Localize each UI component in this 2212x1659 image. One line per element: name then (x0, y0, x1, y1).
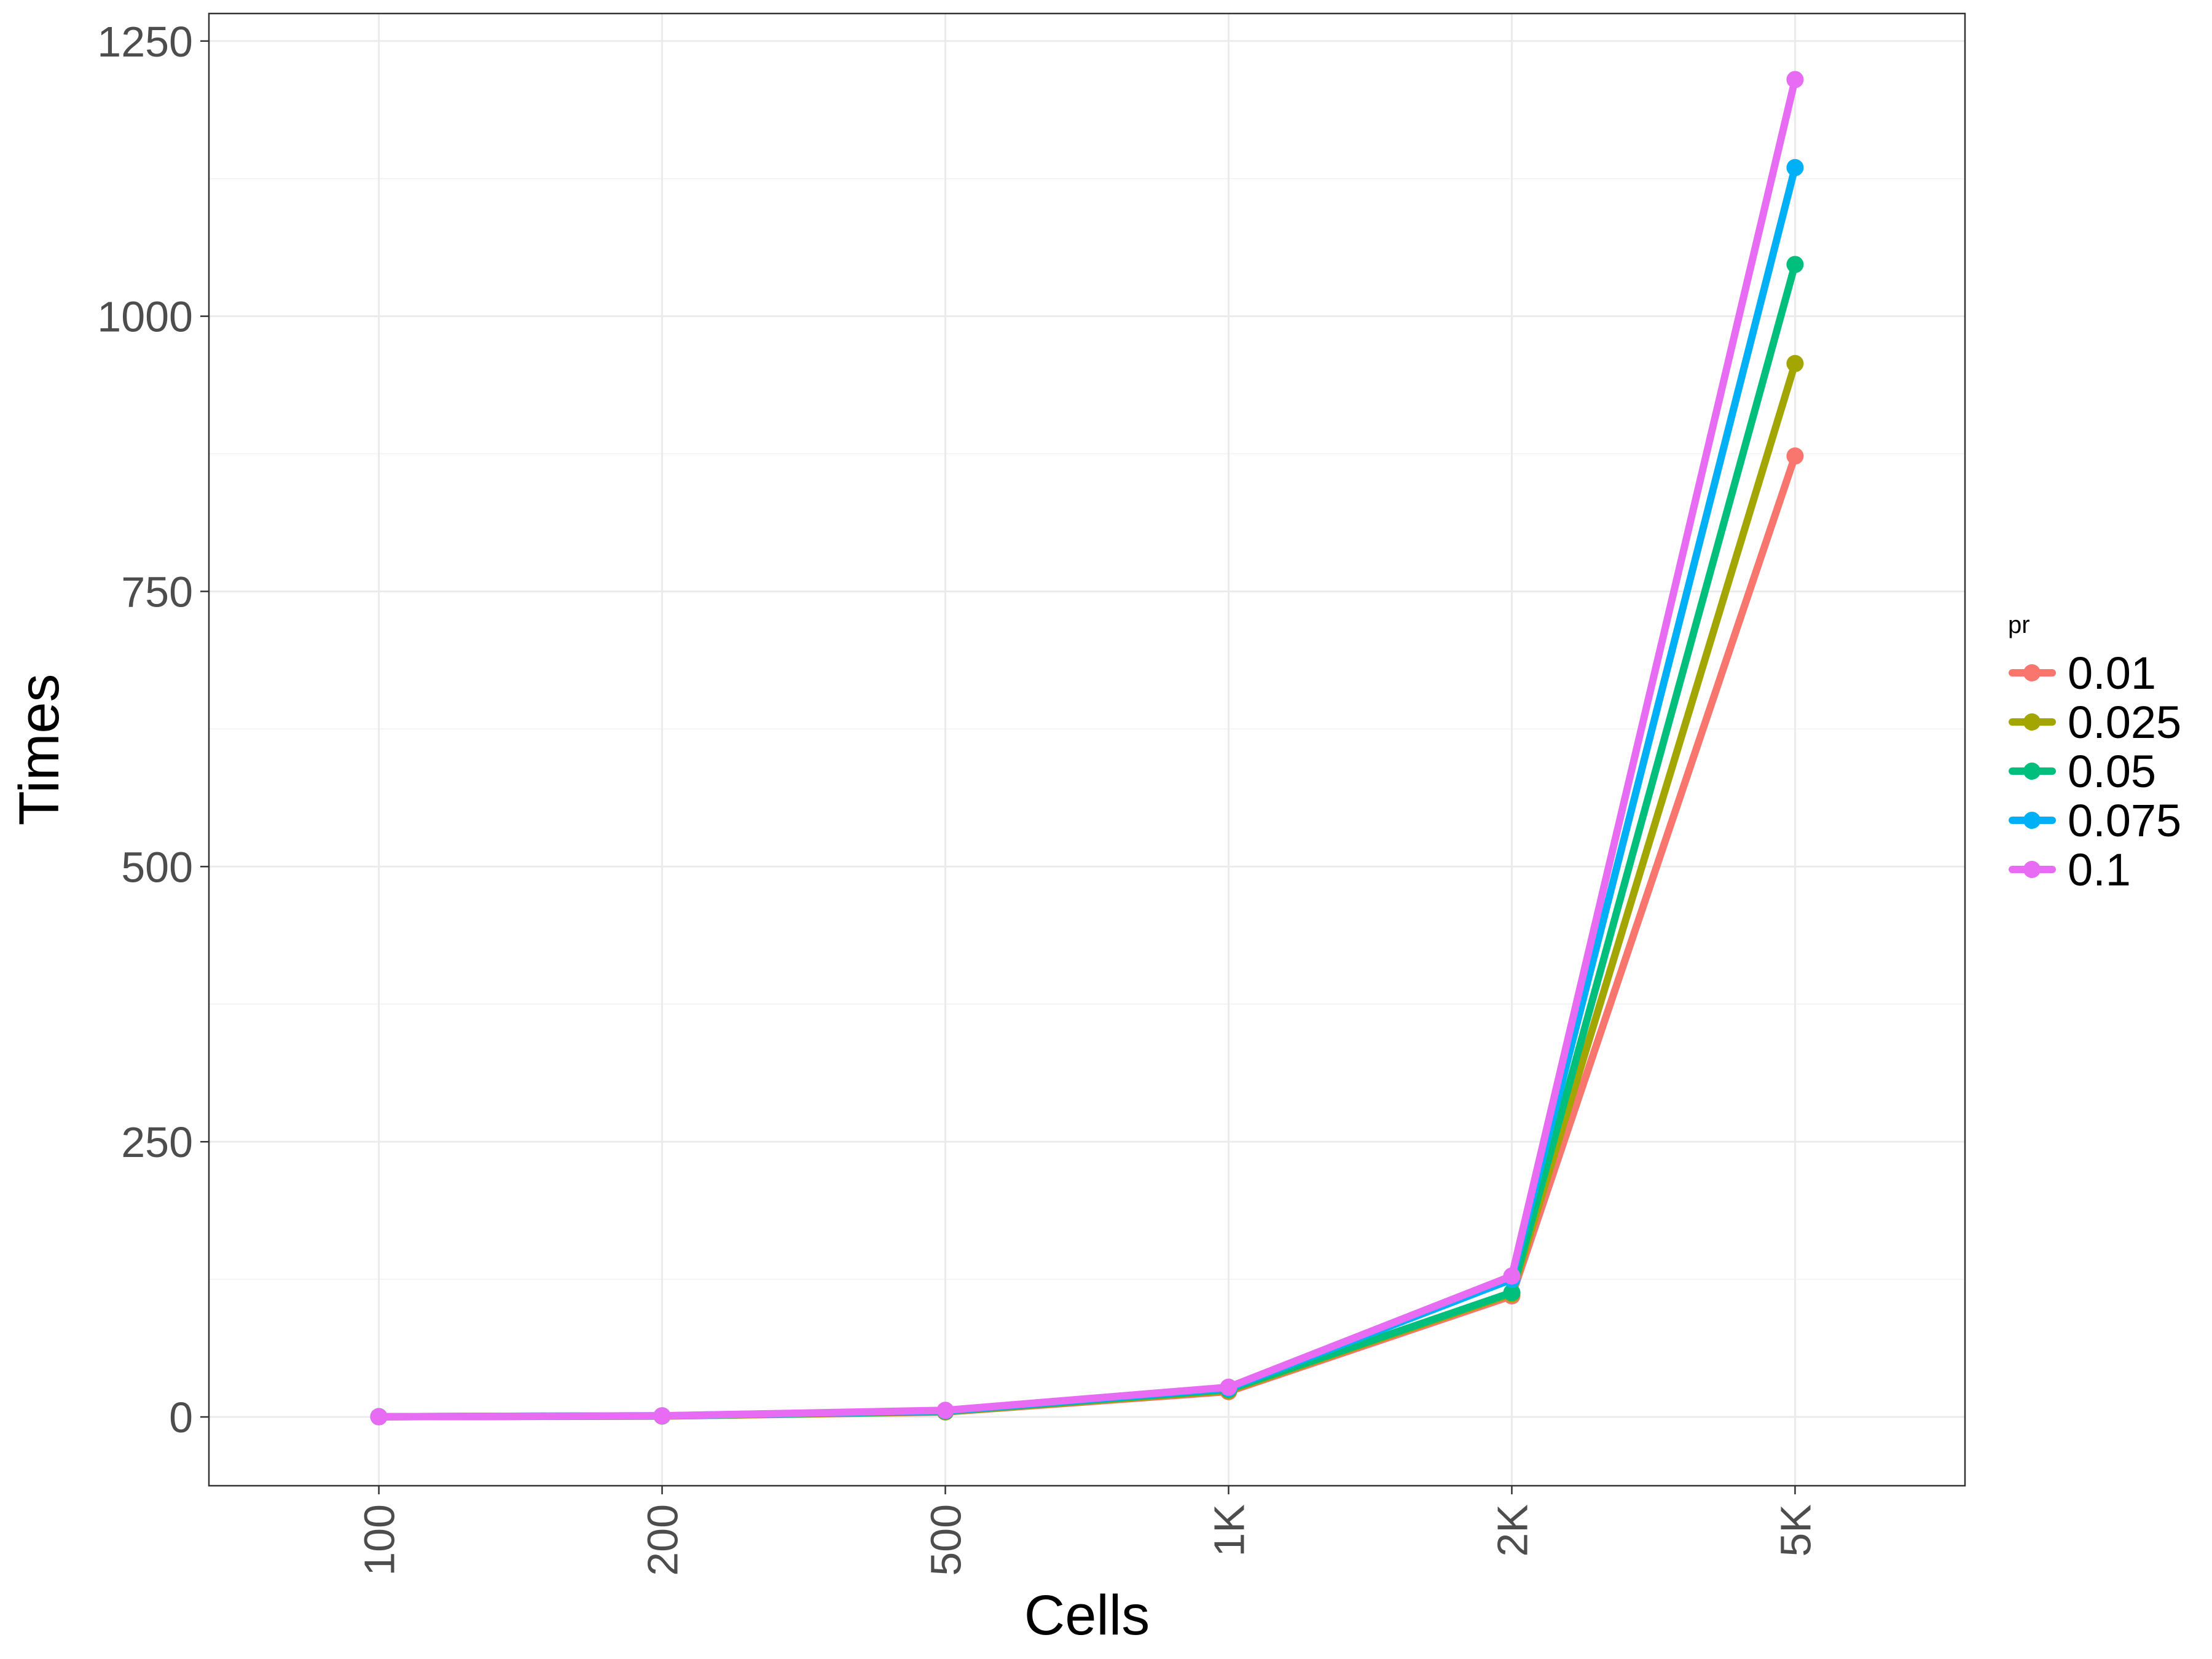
data-point (936, 1402, 954, 1419)
legend-item: 0.075 (2009, 795, 2181, 846)
y-tick-label: 250 (121, 1118, 193, 1166)
legend-label: 0.05 (2068, 746, 2156, 797)
legend-item: 0.025 (2009, 697, 2181, 748)
data-point (653, 1407, 671, 1425)
legend-key-point (2023, 763, 2041, 780)
series-0-1 (370, 71, 1804, 1426)
legend-key-point (2023, 664, 2041, 681)
legend-key-point (2023, 861, 2041, 878)
data-point (370, 1408, 388, 1426)
legend-label: 0.025 (2068, 697, 2181, 748)
data-point (1786, 447, 1804, 465)
y-axis-title: Times (8, 673, 71, 825)
legend-item: 0.01 (2009, 648, 2156, 699)
axes: 0 250 500 750 1000 1250 100 200 500 1K 2K 5K (97, 18, 1819, 1576)
legend-item: 0.05 (2009, 746, 2156, 797)
panel-border (208, 12, 1966, 1487)
legend-item: 0.1 (2009, 844, 2131, 895)
legend-key-point (2023, 713, 2041, 731)
x-tick-label: 200 (639, 1504, 687, 1576)
legend-title: pr (2008, 611, 2030, 638)
y-tick-label: 1250 (97, 18, 193, 66)
legend-label: 0.075 (2068, 795, 2181, 846)
y-tick-label: 0 (169, 1394, 193, 1441)
x-tick-label: 2K (1488, 1504, 1536, 1557)
data-point (1786, 71, 1804, 88)
data-point (1503, 1267, 1521, 1285)
x-tick-label: 500 (922, 1504, 970, 1576)
legend-label: 0.01 (2068, 648, 2156, 699)
data-point (1220, 1378, 1237, 1396)
y-tick-label: 1000 (97, 293, 193, 341)
x-tick-label: 100 (356, 1504, 404, 1576)
y-tick-label: 750 (121, 568, 193, 616)
y-tick-label: 500 (121, 843, 193, 891)
x-axis-title: Cells (1024, 1584, 1150, 1647)
data-point (1786, 355, 1804, 372)
series-line (375, 76, 1799, 1421)
legend-label: 0.1 (2068, 844, 2131, 895)
x-tick-label: 5K (1771, 1504, 1819, 1557)
data-point (1786, 256, 1804, 273)
data-point (1503, 1284, 1521, 1301)
legend-key-point (2023, 812, 2041, 829)
x-tick-label: 1K (1205, 1504, 1253, 1557)
series-layer (370, 71, 1804, 1426)
data-point (1786, 159, 1804, 176)
